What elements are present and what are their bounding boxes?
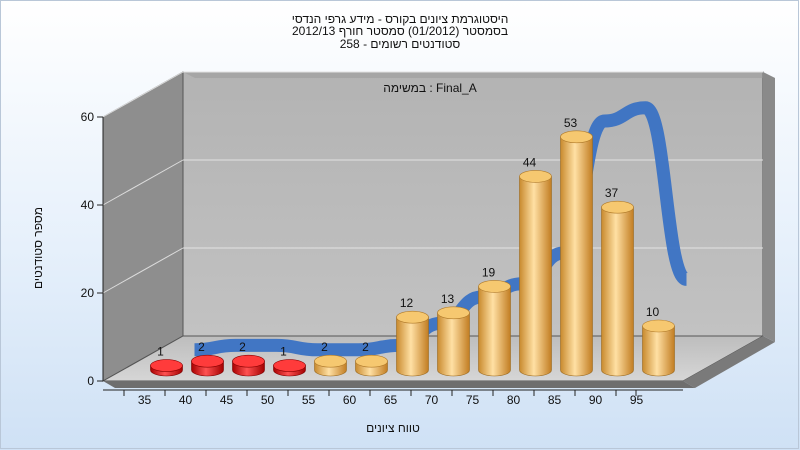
y-tick-label: 60 xyxy=(81,110,95,124)
chart-title-line-3: סטודנטים רשומים - 258 xyxy=(339,37,461,51)
x-tick-label: 65 xyxy=(384,393,398,407)
bar-value-label: 44 xyxy=(523,155,537,169)
bar-body xyxy=(519,176,552,377)
chart-top-edge xyxy=(183,72,775,78)
x-tick-label: 95 xyxy=(630,393,644,407)
bar-top xyxy=(601,200,634,214)
chart-subtitle: במשימה : Final_A xyxy=(383,81,477,95)
bar-top xyxy=(478,280,511,293)
x-axis-title: טווח ציונים xyxy=(366,421,420,435)
bar-top xyxy=(519,170,552,183)
bar-value-label: 53 xyxy=(564,116,578,130)
bar-top xyxy=(560,130,593,144)
y-tick-label: 40 xyxy=(81,198,95,212)
bar-body xyxy=(396,316,429,377)
y-tick-label: 0 xyxy=(87,374,94,388)
bar-top xyxy=(232,354,265,368)
bar-top xyxy=(314,354,347,368)
chart-left-wall xyxy=(102,71,184,382)
bar-top xyxy=(396,310,429,324)
bar-top xyxy=(355,354,388,368)
bar-value-label: 2 xyxy=(362,340,369,354)
bar-top xyxy=(273,359,306,372)
bar-value-label: 10 xyxy=(646,305,660,319)
y-tick-label: 20 xyxy=(81,286,95,300)
x-tick-label: 75 xyxy=(466,393,480,407)
bar-top xyxy=(150,359,183,372)
gridline-left xyxy=(102,159,184,206)
bar-body xyxy=(642,325,675,377)
gridline-left xyxy=(102,71,184,118)
bar-value-label: 13 xyxy=(441,292,455,306)
bar-value-label: 2 xyxy=(198,340,205,354)
bar-value-label: 1 xyxy=(280,345,287,359)
trend-curve-line xyxy=(194,101,690,357)
x-tick-label: 55 xyxy=(302,393,316,407)
chart-title-line-1: היסטוגרמת ציונים בקורס - מידע גרפי הנדסי xyxy=(291,12,509,26)
x-tick-label: 60 xyxy=(343,393,357,407)
gridline-left xyxy=(102,247,184,294)
bar-value-label: 12 xyxy=(400,296,414,310)
chart-title-line-2: בסמסטר (01/2012) סמסטר חורף 2012/13 xyxy=(291,24,509,38)
bar-top xyxy=(642,319,675,333)
x-tick-label: 70 xyxy=(425,393,439,407)
bar-value-label: 19 xyxy=(482,265,496,279)
x-tick-label: 80 xyxy=(507,393,521,407)
chart-floor-edge xyxy=(683,336,775,388)
chart-floor-front-edge xyxy=(103,381,695,388)
bar-top xyxy=(437,306,470,320)
x-tick-label: 45 xyxy=(220,393,234,407)
bar-top xyxy=(191,354,224,368)
x-tick-label: 85 xyxy=(548,393,562,407)
x-axis: 35 40 45 50 55 60 65 70 75 80 85 90 95 xyxy=(103,389,683,407)
bar-value-label: 37 xyxy=(605,186,619,200)
x-tick-label: 40 xyxy=(179,393,193,407)
bar-value-label: 1 xyxy=(157,345,164,359)
bar-body xyxy=(601,206,634,377)
y-axis-title: מספר סטודנטים xyxy=(31,207,45,289)
trend-curve xyxy=(194,101,690,357)
bar-value-label: 2 xyxy=(321,340,328,354)
y-axis: 0 20 40 60 xyxy=(81,110,104,388)
x-tick-label: 90 xyxy=(589,393,603,407)
bar-value-label: 2 xyxy=(239,340,246,354)
x-tick-label: 50 xyxy=(261,393,275,407)
bar-body xyxy=(478,286,511,377)
bar-body xyxy=(560,136,593,377)
x-tick-label: 35 xyxy=(138,393,152,407)
chart-right-edge xyxy=(763,72,775,342)
bar-body xyxy=(437,312,470,377)
